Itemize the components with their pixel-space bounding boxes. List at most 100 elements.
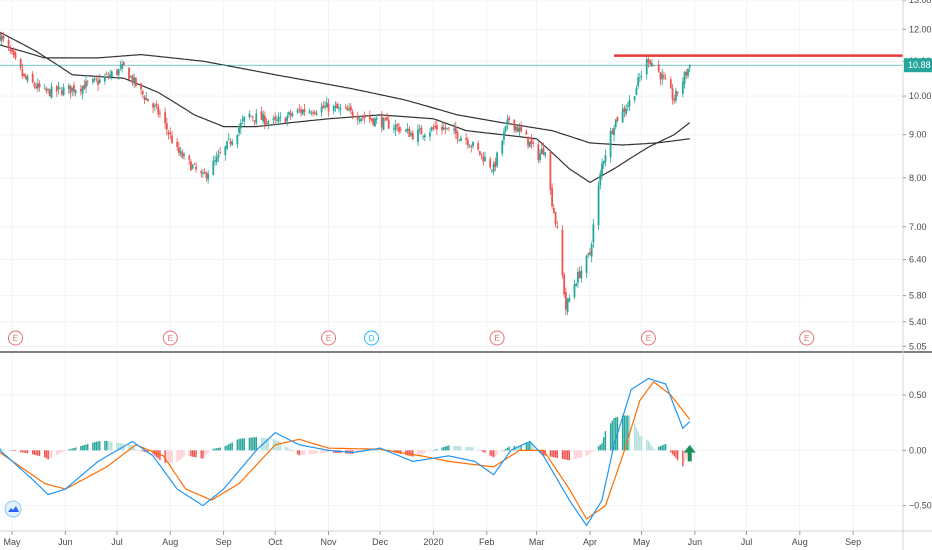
earnings-marker[interactable]: E: [321, 330, 337, 346]
macd-histogram-bar: [597, 446, 600, 451]
candle-body: [663, 75, 665, 78]
macd-histogram-bar: [489, 450, 491, 456]
candle-body: [141, 91, 144, 95]
candle-body: [518, 127, 521, 132]
macd-histogram-bar: [326, 450, 328, 453]
candle-body: [207, 173, 210, 180]
macd-histogram-bar: [315, 450, 318, 454]
candle-body: [384, 118, 387, 120]
macd-histogram-bar: [520, 446, 522, 451]
macd-histogram-bar: [623, 415, 626, 451]
macd-histogram-bar: [504, 448, 507, 451]
earnings-marker[interactable]: E: [640, 330, 656, 346]
candle-body: [21, 69, 24, 76]
candle-body: [288, 112, 290, 115]
macd-histogram-bar: [663, 444, 665, 451]
macd-histogram-bar: [527, 443, 529, 451]
candle-body: [688, 65, 691, 68]
candle-body: [623, 107, 626, 112]
candle-body: [382, 118, 385, 130]
candle-body: [262, 114, 265, 122]
macd-histogram-bar: [231, 442, 233, 451]
macd-histogram-bar: [117, 442, 120, 451]
candle-body: [638, 77, 641, 79]
candle-body: [492, 163, 495, 172]
macd-histogram-bar: [491, 450, 493, 457]
price-level-lines[interactable]: [0, 54, 903, 66]
macd-histogram-bar: [468, 447, 471, 451]
macd-histogram-bar: [446, 445, 448, 451]
macd-histogram-bar: [45, 450, 48, 459]
dividend-marker[interactable]: D: [364, 330, 380, 346]
candle-body: [267, 121, 270, 124]
macd-histogram-bar: [443, 447, 445, 451]
macd-histogram-bar: [658, 446, 660, 451]
candle-body: [310, 113, 313, 114]
candle-body: [19, 58, 22, 69]
candle-body: [372, 118, 375, 125]
candle-body: [279, 116, 282, 118]
macd-histogram-bar: [214, 448, 216, 451]
candle-body: [243, 116, 246, 122]
macd-histogram-bar: [68, 449, 70, 451]
macd-histogram-bar: [551, 450, 553, 457]
earnings-marker[interactable]: E: [799, 330, 815, 346]
y-tick-label: 5.80: [909, 291, 927, 301]
candle-body: [169, 132, 172, 135]
candle-body: [503, 131, 505, 140]
candle-body: [358, 120, 361, 121]
macd-histogram-bar: [652, 448, 655, 451]
macd-histogram-bar: [664, 443, 667, 451]
macd-histogram-bar: [637, 431, 639, 451]
macd-histogram-bar: [611, 420, 614, 451]
macd-histogram-bar: [159, 450, 161, 461]
candle-body: [227, 138, 230, 140]
candle-body: [181, 152, 184, 158]
macd-histogram-bar: [109, 441, 111, 451]
macd-histogram-bar: [143, 450, 146, 452]
earnings-marker[interactable]: E: [162, 330, 178, 346]
candle-body: [460, 137, 462, 141]
macd-histogram-bar: [549, 450, 552, 457]
earnings-marker[interactable]: E: [489, 330, 505, 346]
macd-y-tick-label: −0.50: [909, 501, 932, 511]
macd-histogram-bar: [508, 446, 510, 451]
candle-body: [253, 120, 256, 122]
macd-histogram-bar: [289, 449, 292, 451]
event-badge: [364, 330, 380, 346]
candle-body: [477, 143, 480, 150]
candle-body: [164, 112, 167, 124]
candle-body: [188, 156, 191, 160]
macd-histogram-bar: [312, 450, 314, 454]
candle-body: [47, 88, 50, 90]
candle-body: [429, 132, 431, 137]
candle-body: [35, 86, 38, 89]
candle-body: [67, 85, 70, 89]
macd-histogram-bar: [216, 448, 218, 451]
candle-body: [325, 102, 328, 108]
candle-body: [530, 139, 533, 144]
candle-body: [332, 106, 335, 112]
candle-body: [609, 131, 612, 158]
candle-body: [380, 116, 383, 128]
earnings-marker[interactable]: E: [7, 330, 23, 346]
candle-body: [675, 90, 677, 101]
tradingview-cloud-icon[interactable]: [4, 500, 22, 518]
candle-body: [484, 157, 486, 162]
macd-histogram-bar: [615, 417, 617, 451]
macd-histogram-bar: [238, 438, 240, 451]
macd-pane[interactable]: [0, 353, 903, 530]
macd-histogram-bar: [639, 435, 641, 451]
macd-histogram-bar: [568, 450, 571, 461]
macd-histogram-bar: [420, 450, 423, 455]
candle-body: [616, 116, 619, 122]
macd-histogram-bar: [250, 437, 252, 451]
macd-histogram-bar: [577, 450, 579, 459]
candle-body: [86, 81, 89, 83]
macd-histogram-bar: [322, 450, 325, 453]
candle-body: [45, 88, 48, 92]
